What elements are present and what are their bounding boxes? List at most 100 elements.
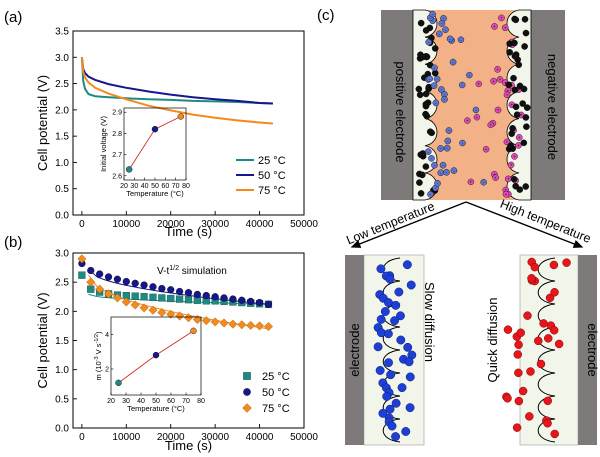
cold-ion xyxy=(394,287,404,297)
b-series-2-point xyxy=(193,290,201,299)
hot-ion xyxy=(514,368,523,378)
cation-pink-symbol: + xyxy=(511,102,514,107)
cation-pink-symbol: + xyxy=(518,135,521,140)
anion-blue-symbol: - xyxy=(431,156,433,161)
anion-blue xyxy=(426,75,434,83)
a-x-tick-label: 20000 xyxy=(157,219,185,230)
b-legend-marker xyxy=(243,388,251,396)
hot-ion xyxy=(549,326,559,335)
anion-black-symbol: - xyxy=(425,164,427,169)
high-temp-porous-surface xyxy=(537,257,556,443)
electrolyte-ion-symbol: + xyxy=(466,118,469,123)
cold-ion xyxy=(376,264,386,274)
a-inset-x-axis-label: Temperature (°C) xyxy=(126,189,184,198)
b-series-3-point xyxy=(166,309,176,319)
cation-pink xyxy=(501,24,509,32)
anion-blue xyxy=(435,30,443,38)
cation-pink-symbol: + xyxy=(493,24,496,29)
cation-black xyxy=(521,43,528,50)
b-series-2-point xyxy=(255,298,264,307)
anion-blue xyxy=(439,161,447,169)
cation-black xyxy=(519,100,526,107)
anion-black xyxy=(415,85,423,93)
b-legend-label: 25 °C xyxy=(262,371,290,383)
cation-black xyxy=(511,52,519,60)
anion-blue xyxy=(445,127,453,134)
anion-black xyxy=(422,110,429,118)
anion-blue-symbol: - xyxy=(433,83,435,88)
b-series-2-point xyxy=(167,286,175,294)
b-series-3-point xyxy=(237,320,247,330)
cation-black-symbol: - xyxy=(514,41,516,46)
a-x-axis-label: Time (s) xyxy=(165,224,212,239)
panel-a: (a) 0 10000 20000 30000 40000 50000 0.0 0.5 1.0 1… xyxy=(4,9,318,239)
anion-blue-symbol: - xyxy=(443,16,445,21)
cation-pink-symbol: + xyxy=(517,143,520,148)
anion-black xyxy=(418,171,426,179)
a-inset-y-axis-label: Initial voltage (V) xyxy=(99,116,108,172)
electrolyte-ion xyxy=(459,81,466,89)
b-legend-label: 75 °C xyxy=(262,403,290,415)
anion-black xyxy=(422,163,430,170)
anion-blue-symbol: - xyxy=(435,186,437,191)
anion-black-symbol: - xyxy=(424,75,426,80)
a-inset-x-tick-label: 30 xyxy=(130,183,138,190)
anion-black xyxy=(422,90,430,98)
cation-pink xyxy=(494,106,502,114)
b-series-1-point xyxy=(131,292,139,300)
anion-blue-symbol: - xyxy=(436,77,438,82)
hot-ion xyxy=(554,339,564,349)
cation-black-symbol: - xyxy=(515,184,517,189)
anion-black-symbol: - xyxy=(419,93,421,98)
cold-ion xyxy=(404,357,414,367)
cation-black-symbol: - xyxy=(514,88,516,93)
top-cell-ions: ----------------------------------------… xyxy=(415,10,531,198)
cation-black-symbol: - xyxy=(509,50,511,55)
chart-a: 0 10000 20000 30000 40000 50000 0.0 0.5 1.0 1.5 2.… xyxy=(35,27,318,240)
electrolyte-ion-symbol: + xyxy=(489,123,492,128)
a-x-tick-label: 10000 xyxy=(112,219,140,230)
b-inset-x-tick-label: 60 xyxy=(167,398,175,405)
anion-blue-symbol: - xyxy=(448,128,450,133)
anion-blue xyxy=(428,155,435,162)
anion-blue xyxy=(431,64,438,72)
low-temperature-arrow xyxy=(350,201,467,248)
cold-ion xyxy=(384,358,393,368)
electrolyte-ion xyxy=(464,117,471,124)
a-x-tick-label: 50000 xyxy=(290,219,318,230)
b-series-3-point xyxy=(157,307,167,318)
anion-black-symbol: - xyxy=(434,71,436,76)
b-series-2-point xyxy=(131,279,139,287)
cold-ion xyxy=(385,274,395,284)
cation-black-symbol: - xyxy=(523,141,525,146)
a-inset: 20 30 40 50 60 70 80 2.6 2.7 2.8 2.9 Temperature (°… xyxy=(99,107,190,198)
anion-black-symbol: - xyxy=(429,63,431,68)
cold-ion xyxy=(397,383,407,393)
anion-blue xyxy=(427,190,434,198)
b-y-axis-label: Cell potential (V) xyxy=(35,292,50,388)
cation-black xyxy=(509,124,516,132)
anion-black-symbol: - xyxy=(431,36,433,41)
panel-b: (b) 0 10000 20000 30000 40000 50000 0.0 0.5 1.0 1… xyxy=(4,234,318,453)
b-series-2-point xyxy=(149,283,157,291)
cation-black-symbol: - xyxy=(525,184,527,189)
cation-black-symbol: - xyxy=(523,87,525,92)
anion-black-symbol: - xyxy=(429,129,431,134)
b-series-2-point xyxy=(264,300,273,308)
hot-ion xyxy=(525,412,534,421)
electrolyte-ion-symbol: - xyxy=(462,141,464,146)
b-series-2-point xyxy=(140,281,148,289)
high-temp-electrode-plate xyxy=(578,255,597,445)
anion-blue-symbol: - xyxy=(440,146,442,151)
a-inset-x-tick-label: 50 xyxy=(151,183,159,190)
b-inset-point xyxy=(152,351,160,359)
b-series-2-point xyxy=(176,287,184,296)
anion-black-symbol: - xyxy=(425,112,427,117)
b-series-2-point xyxy=(96,270,104,278)
electrolyte-ion xyxy=(480,179,487,186)
positive-electrode-plate xyxy=(381,10,413,200)
a-x-tick-label: 40000 xyxy=(246,219,274,230)
b-title: V-t1/2 simulation xyxy=(157,265,227,277)
anion-blue-symbol: - xyxy=(434,66,436,71)
anion-blue xyxy=(444,137,452,145)
